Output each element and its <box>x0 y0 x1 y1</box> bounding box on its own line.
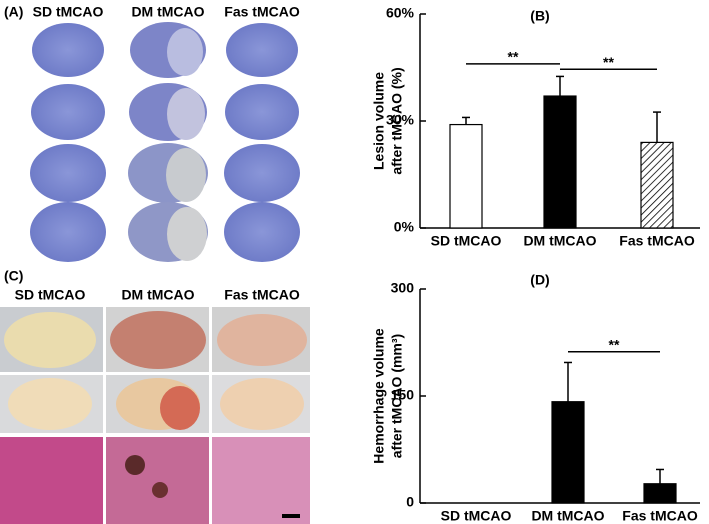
y-tick-label: 0% <box>394 219 415 235</box>
x-tick-label: SD tMCAO <box>441 508 512 524</box>
y-axis-label: after tMCAO (%) <box>389 67 405 174</box>
column-label: SD tMCAO <box>33 4 104 20</box>
y-tick-label: 60% <box>386 5 415 21</box>
column-label: DM tMCAO <box>131 4 204 20</box>
column-label: Fas tMCAO <box>224 287 300 303</box>
panel-c-images <box>0 307 310 524</box>
column-label: DM tMCAO <box>121 287 194 303</box>
panel-label: (B) <box>530 8 549 24</box>
bar <box>640 141 674 229</box>
bar <box>543 95 577 229</box>
x-tick-label: Fas tMCAO <box>622 508 698 524</box>
panel-label: (C) <box>4 268 23 284</box>
column-label: SD tMCAO <box>15 287 86 303</box>
x-tick-label: SD tMCAO <box>431 233 502 249</box>
significance-label: ** <box>508 49 519 65</box>
y-tick-label: 300 <box>391 280 415 296</box>
bar <box>449 123 483 229</box>
significance-label: ** <box>603 54 614 70</box>
y-axis-label: Hemorrhage volume <box>371 328 387 464</box>
x-tick-label: Fas tMCAO <box>619 233 695 249</box>
bar <box>643 483 677 504</box>
x-tick-label: DM tMCAO <box>523 233 596 249</box>
y-tick-label: 0 <box>406 494 414 510</box>
panel-a-images <box>30 22 300 262</box>
y-tick-label: 150 <box>391 387 415 403</box>
panel-label: (D) <box>530 272 549 288</box>
panel-label: (A) <box>4 4 23 20</box>
y-axis-label: Lesion volume <box>371 72 387 170</box>
significance-label: ** <box>609 336 620 352</box>
x-tick-label: DM tMCAO <box>531 508 604 524</box>
y-tick-label: 30% <box>386 112 415 128</box>
bar <box>551 401 585 504</box>
y-axis-label: after tMCAO (mm³) <box>389 334 405 458</box>
column-label: Fas tMCAO <box>224 4 300 20</box>
